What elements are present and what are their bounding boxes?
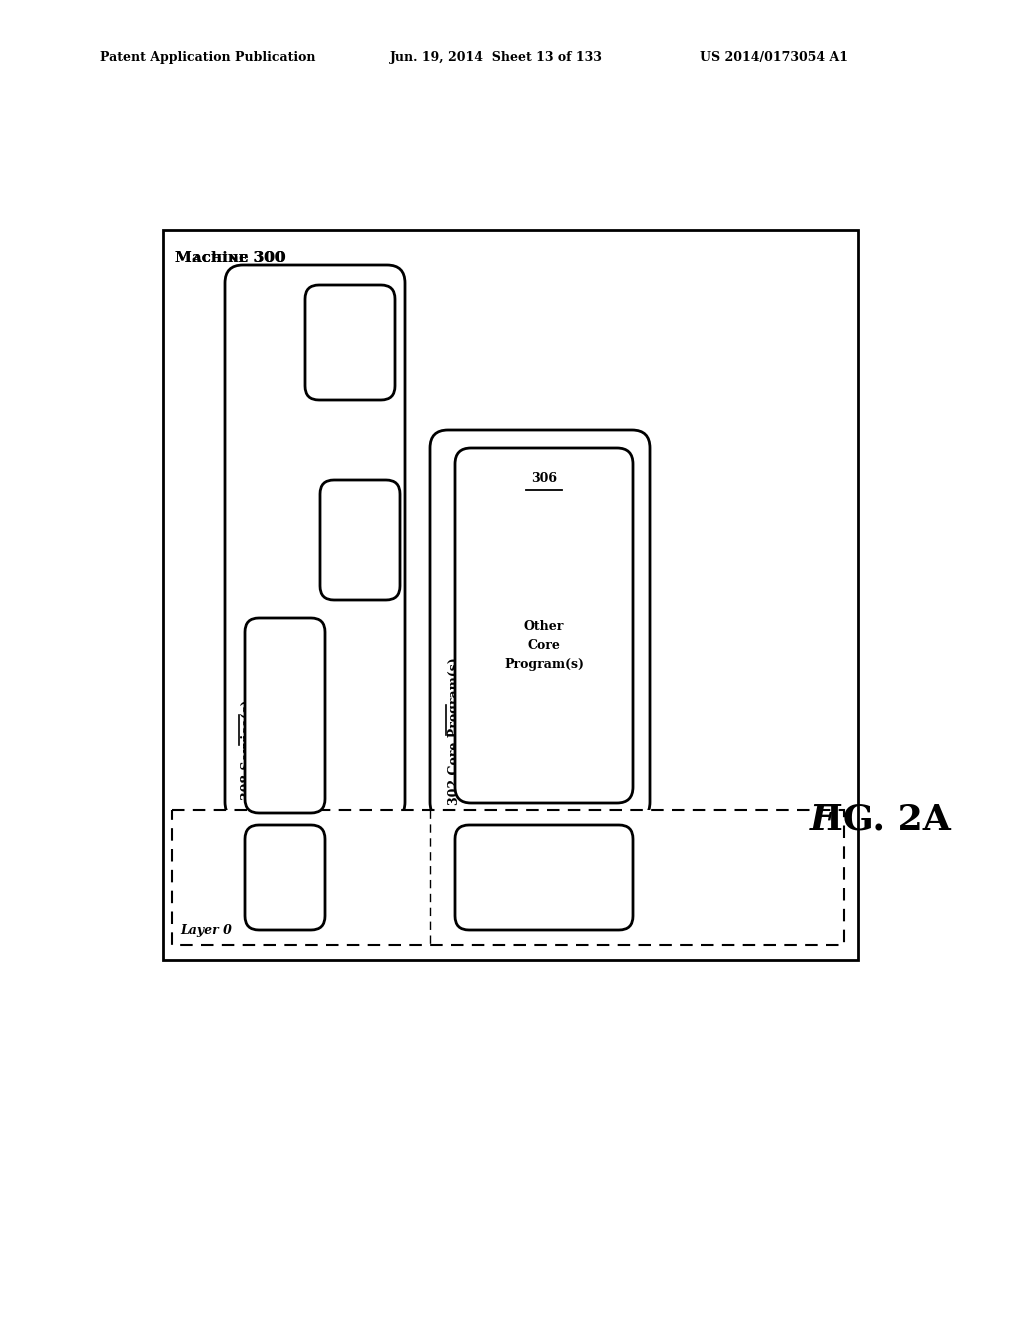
Text: Patent Application Publication: Patent Application Publication bbox=[100, 51, 315, 65]
Text: F: F bbox=[810, 803, 836, 837]
Text: Service: Service bbox=[327, 318, 373, 329]
Text: Service: Service bbox=[337, 520, 383, 531]
FancyBboxPatch shape bbox=[305, 285, 395, 400]
Text: Jun. 19, 2014  Sheet 13 of 133: Jun. 19, 2014 Sheet 13 of 133 bbox=[390, 51, 603, 65]
Text: Machine 300: Machine 300 bbox=[175, 251, 286, 265]
Text: 306: 306 bbox=[531, 471, 557, 484]
Text: Sᴇʀᴠɪᴄᴇ: Sᴇʀᴠɪᴄᴇ bbox=[329, 318, 372, 327]
Text: 308 Service(s): 308 Service(s) bbox=[241, 700, 254, 800]
FancyBboxPatch shape bbox=[455, 825, 633, 931]
Bar bbox=[163, 230, 858, 960]
FancyBboxPatch shape bbox=[245, 618, 325, 813]
Text: Kernel: Kernel bbox=[519, 888, 568, 902]
Text: Service: Service bbox=[262, 859, 308, 870]
Text: Service: Service bbox=[262, 701, 308, 711]
Text: 302 Core Program(s): 302 Core Program(s) bbox=[449, 657, 461, 805]
Text: Layer 0: Layer 0 bbox=[180, 924, 231, 937]
FancyBboxPatch shape bbox=[225, 265, 406, 820]
Text: k: k bbox=[354, 358, 361, 368]
Text: S: S bbox=[345, 354, 354, 367]
Text: 304: 304 bbox=[530, 857, 557, 870]
FancyBboxPatch shape bbox=[319, 480, 400, 601]
Text: S1: S1 bbox=[275, 742, 294, 755]
Text: IG. 2A: IG. 2A bbox=[826, 803, 951, 837]
Text: ...: ... bbox=[305, 696, 326, 714]
Text: Mᴀᴄʜɪɴᴇ 300: Mᴀᴄʜɪɴᴇ 300 bbox=[175, 251, 285, 265]
FancyBboxPatch shape bbox=[245, 825, 325, 931]
Text: Other
Core
Program(s): Other Core Program(s) bbox=[504, 620, 584, 671]
Bar bbox=[172, 810, 844, 945]
FancyBboxPatch shape bbox=[430, 430, 650, 820]
Text: S0: S0 bbox=[275, 888, 294, 902]
FancyBboxPatch shape bbox=[455, 447, 633, 803]
Text: S2: S2 bbox=[350, 553, 370, 566]
Text: US 2014/0173054 A1: US 2014/0173054 A1 bbox=[700, 51, 848, 65]
